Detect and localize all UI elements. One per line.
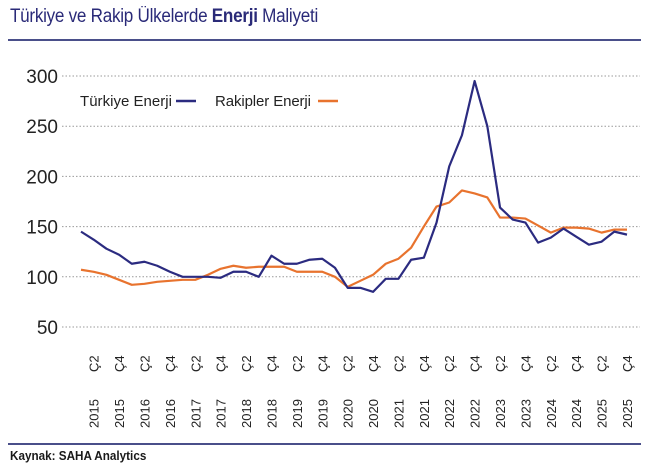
- y-tick-label: 250: [26, 117, 58, 138]
- x-tick-year: 2021: [417, 399, 432, 428]
- x-tick-quarter: Ç4: [214, 355, 229, 372]
- x-tick-year: 2017: [188, 399, 203, 428]
- title-bold: Enerji: [211, 6, 258, 27]
- x-tick-year: 2019: [290, 399, 305, 428]
- x-tick-year: 2020: [366, 399, 381, 428]
- x-tick-year: 2020: [341, 399, 356, 428]
- x-tick-year: 2016: [137, 399, 152, 428]
- x-tick-year: 2015: [87, 399, 102, 428]
- title-rule: [8, 39, 641, 41]
- x-tick-year: 2024: [544, 399, 559, 428]
- x-tick-year: 2023: [493, 399, 508, 428]
- x-tick-quarter: Ç2: [391, 355, 406, 372]
- x-tick-year: 2015: [112, 399, 127, 428]
- x-tick-year: 2025: [620, 399, 635, 428]
- x-tick-quarter: Ç2: [493, 355, 508, 372]
- y-tick-label: 50: [37, 318, 58, 339]
- x-tick-quarter: Ç4: [112, 355, 127, 372]
- y-tick-label: 200: [26, 167, 58, 188]
- x-tick-quarter: Ç2: [544, 355, 559, 372]
- x-tick-quarter: Ç4: [315, 355, 330, 372]
- x-tick-year: 2021: [391, 399, 406, 428]
- chart-title: Türkiye ve Rakip Ülkelerde Enerji Maliye…: [10, 6, 318, 28]
- x-tick-quarter: Ç4: [468, 355, 483, 372]
- series-line-turkiye: [80, 79, 628, 293]
- x-tick-quarter: Ç4: [264, 355, 279, 372]
- y-tick-label: 100: [26, 268, 58, 289]
- y-tick-label: 300: [26, 67, 58, 88]
- x-tick-year: 2018: [264, 399, 279, 428]
- x-tick-quarter: Ç2: [87, 355, 102, 372]
- footer-rule: [8, 443, 641, 445]
- x-tick-quarter: Ç2: [442, 355, 457, 372]
- source-note: Kaynak: SAHA Analytics: [10, 448, 147, 463]
- x-tick-quarter: Ç4: [417, 355, 432, 372]
- x-tick-quarter: Ç2: [341, 355, 356, 372]
- y-tick-label: 150: [26, 218, 58, 239]
- title-suffix: Maliyeti: [262, 6, 318, 27]
- x-tick-year: 2025: [595, 399, 610, 428]
- title-prefix: Türkiye ve Rakip Ülkelerde: [10, 6, 208, 27]
- x-tick-year: 2017: [214, 399, 229, 428]
- x-tick-quarter: Ç4: [569, 355, 584, 372]
- x-tick-year: 2024: [569, 399, 584, 428]
- x-tick-quarter: Ç4: [366, 355, 381, 372]
- x-tick-quarter: Ç4: [163, 355, 178, 372]
- x-tick-year: 2023: [518, 399, 533, 428]
- x-tick-year: 2022: [442, 399, 457, 428]
- x-tick-year: 2018: [239, 399, 254, 428]
- x-tick-quarter: Ç2: [290, 355, 305, 372]
- x-tick-quarter: Ç4: [518, 355, 533, 372]
- x-tick-quarter: Ç2: [137, 355, 152, 372]
- x-tick-quarter: Ç4: [620, 355, 635, 372]
- x-tick-year: 2022: [468, 399, 483, 428]
- x-tick-quarter: Ç2: [188, 355, 203, 372]
- legend-label: Rakipler Enerji: [215, 93, 311, 110]
- legend-label: Türkiye Enerji: [80, 93, 172, 110]
- series-line-rakipler: [80, 189, 627, 288]
- x-tick-quarter: Ç2: [239, 355, 254, 372]
- x-tick-year: 2016: [163, 399, 178, 428]
- x-tick-year: 2019: [315, 399, 330, 428]
- x-tick-quarter: Ç2: [595, 355, 610, 372]
